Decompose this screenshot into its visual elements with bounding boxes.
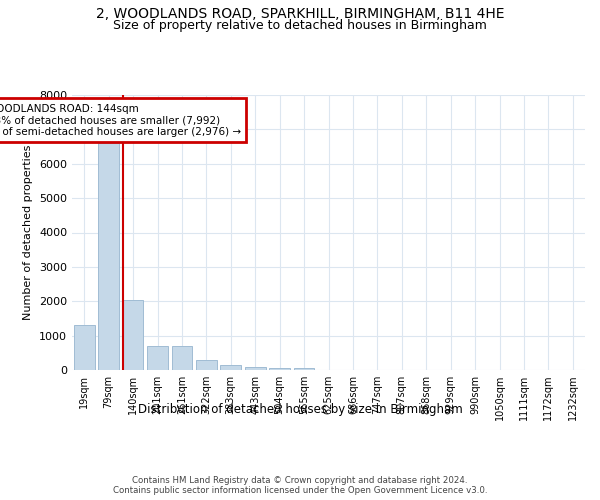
Bar — [98, 143, 119, 370]
Text: 2, WOODLANDS ROAD, SPARKHILL, BIRMINGHAM, B11 4HE: 2, WOODLANDS ROAD, SPARKHILL, BIRMINGHAM… — [96, 8, 504, 22]
Bar — [147, 346, 168, 370]
Y-axis label: Number of detached properties: Number of detached properties — [23, 145, 34, 320]
Bar — [172, 346, 193, 370]
Text: Distribution of detached houses by size in Birmingham: Distribution of detached houses by size … — [137, 402, 463, 415]
Text: Size of property relative to detached houses in Birmingham: Size of property relative to detached ho… — [113, 19, 487, 32]
Bar — [196, 360, 217, 370]
Bar — [74, 326, 95, 370]
Bar — [245, 366, 266, 370]
Text: Contains HM Land Registry data © Crown copyright and database right 2024.
Contai: Contains HM Land Registry data © Crown c… — [113, 476, 487, 495]
Bar — [293, 368, 314, 370]
Text: 2 WOODLANDS ROAD: 144sqm
← 73% of detached houses are smaller (7,992)
27% of sem: 2 WOODLANDS ROAD: 144sqm ← 73% of detach… — [0, 104, 241, 137]
Bar — [122, 300, 143, 370]
Bar — [269, 368, 290, 370]
Bar — [220, 365, 241, 370]
